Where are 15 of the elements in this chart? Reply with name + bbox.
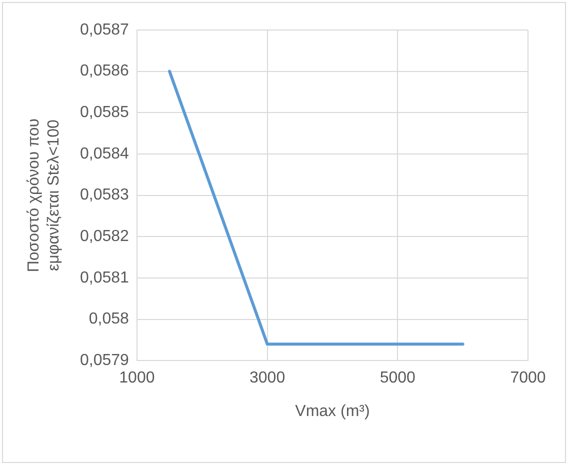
y-tick-label: 0,0586 (80, 62, 130, 80)
x-axis-title: Vmax (m³) (295, 402, 370, 420)
y-tick-label: 0,058 (88, 310, 130, 328)
y-tick-label: 0,0587 (80, 21, 130, 38)
y-tick-label: 0,0583 (80, 186, 130, 204)
y-tick-label: 0,0584 (80, 145, 130, 162)
x-tick-label: 7000 (510, 370, 546, 387)
y-tick-label: 0,0579 (80, 352, 130, 370)
y-tick-label: 0,0585 (80, 104, 130, 122)
y-axis-title: Ποσοστό χρόνου που εμφανίζεται Stελ<100 (25, 118, 62, 272)
x-tick-label: 1000 (119, 370, 155, 387)
y-tick-label: 0,0581 (80, 269, 130, 286)
y-tick-label: 0,0582 (80, 228, 130, 246)
x-tick-label: 5000 (380, 370, 416, 387)
x-tick-label: 3000 (249, 370, 286, 387)
